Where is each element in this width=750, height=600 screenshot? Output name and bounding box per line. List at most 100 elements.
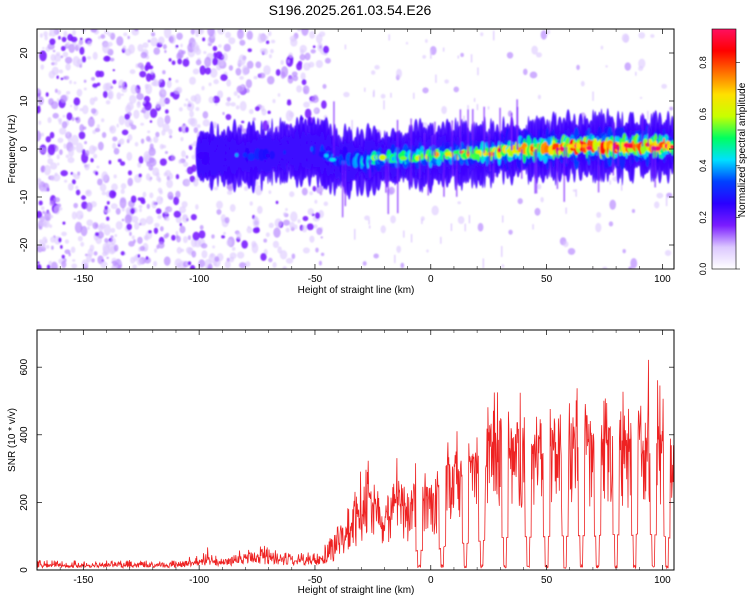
noise-speck	[255, 61, 262, 69]
noise-speck	[173, 196, 180, 206]
noise-speck	[145, 173, 151, 181]
noise-speck	[46, 264, 51, 269]
noise-speck	[52, 173, 61, 182]
noise-speck	[109, 57, 115, 62]
signal-mark	[576, 142, 582, 150]
noise-speck	[66, 112, 73, 121]
noise-speck	[61, 254, 65, 259]
noise-speck	[75, 116, 81, 124]
noise-speck	[534, 207, 541, 216]
noise-speck	[246, 226, 253, 234]
noise-speck	[217, 29, 225, 35]
noise-speck	[164, 49, 167, 54]
noise-speck	[283, 212, 287, 217]
noise-speck	[96, 82, 101, 87]
noise-speck	[185, 155, 189, 159]
colorbar-label: Normalized spectral amplitude	[737, 82, 748, 217]
noise-speck	[201, 85, 205, 91]
noise-speck	[285, 257, 294, 264]
noise-speck	[224, 260, 231, 269]
noise-speck	[165, 216, 170, 222]
noise-streak	[354, 228, 356, 240]
noise-speck	[241, 240, 248, 249]
noise-speck	[185, 126, 189, 133]
noise-speck	[580, 80, 585, 87]
noise-speck	[380, 225, 386, 234]
noise-streak	[473, 98, 476, 102]
noise-speck	[45, 136, 52, 143]
noise-speck	[118, 85, 122, 89]
noise-speck	[122, 45, 127, 51]
noise-speck	[203, 51, 207, 55]
noise-speck	[159, 226, 164, 232]
noise-speck	[166, 179, 173, 189]
noise-speck	[100, 118, 105, 123]
noise-speck	[126, 223, 133, 231]
noise-speck	[157, 214, 162, 220]
noise-speck	[44, 35, 48, 41]
noise-speck	[63, 30, 68, 37]
signal-spike	[333, 101, 335, 159]
signal-spike	[647, 127, 649, 147]
noise-speck	[143, 235, 148, 240]
noise-speck	[53, 197, 61, 203]
y-tick-label: 200	[19, 494, 30, 511]
noise-speck	[99, 222, 106, 229]
noise-speck	[93, 96, 98, 102]
noise-speck	[168, 207, 173, 212]
noise-speck	[64, 239, 70, 244]
noise-speck	[301, 29, 309, 36]
noise-speck	[260, 253, 267, 261]
noise-speck	[323, 201, 329, 207]
noise-speck	[113, 244, 119, 252]
noise-speck	[49, 224, 53, 229]
signal-mark	[282, 149, 287, 155]
noise-speck	[86, 56, 92, 60]
noise-speck	[309, 191, 313, 196]
noise-speck	[107, 32, 112, 37]
noise-speck	[248, 108, 254, 115]
signal-mark	[318, 151, 326, 158]
noise-speck	[79, 107, 83, 112]
noise-speck	[237, 94, 240, 99]
noise-speck	[531, 45, 538, 55]
noise-speck	[224, 216, 230, 224]
noise-speck	[159, 143, 164, 150]
noise-speck	[155, 101, 161, 109]
noise-speck	[180, 43, 183, 48]
noise-speck	[53, 61, 58, 66]
noise-speck	[229, 204, 236, 212]
noise-speck	[506, 51, 514, 59]
noise-speck	[362, 261, 367, 266]
noise-speck	[50, 162, 58, 170]
noise-speck	[68, 148, 74, 158]
signal-spike	[410, 156, 412, 183]
noise-speck	[110, 203, 118, 210]
noise-speck	[204, 56, 212, 68]
signal-mark	[265, 153, 271, 158]
noise-speck	[624, 62, 632, 71]
noise-speck	[320, 236, 323, 239]
noise-streak	[635, 71, 637, 76]
noise-streak	[383, 100, 385, 110]
signal-mark	[310, 146, 314, 152]
noise-speck	[280, 71, 286, 79]
noise-speck	[210, 68, 218, 78]
noise-speck	[535, 52, 542, 58]
noise-speck	[268, 54, 272, 59]
spectrogram-y-ticks: -20 -10 0 10 20	[19, 47, 674, 252]
noise-speck	[66, 132, 70, 137]
noise-speck	[214, 103, 218, 106]
noise-speck	[37, 261, 40, 264]
noise-streak	[410, 234, 413, 243]
noise-speck	[86, 219, 94, 227]
noise-speck	[56, 75, 59, 79]
noise-speck	[95, 223, 99, 228]
signal-spike	[443, 154, 445, 197]
noise-speck	[324, 57, 331, 64]
noise-speck	[42, 210, 46, 214]
noise-streak	[413, 92, 415, 99]
noise-speck	[239, 100, 247, 112]
noise-speck	[523, 68, 528, 76]
signal-spike	[471, 109, 474, 154]
